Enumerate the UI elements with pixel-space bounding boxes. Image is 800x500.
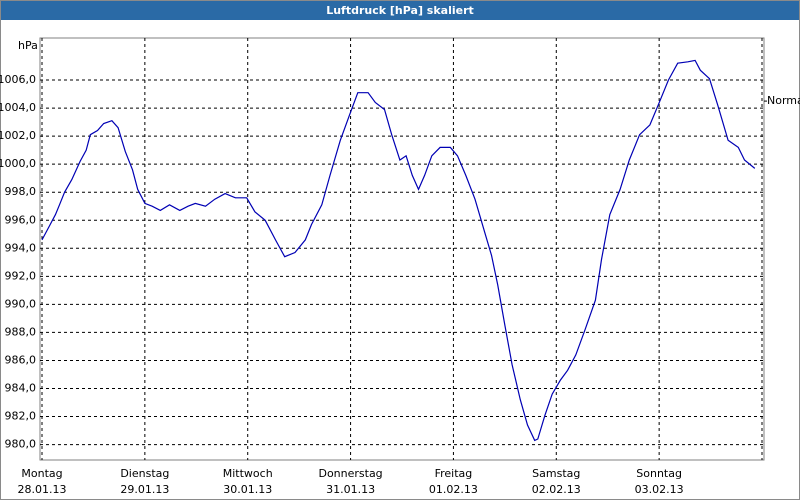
x-tick-date: 02.02.13 [532, 483, 581, 496]
x-tick-date: 31.01.13 [326, 483, 375, 496]
x-tick-date: 03.02.13 [635, 483, 684, 496]
pressure-line [41, 59, 756, 442]
y-tick-label: 1006,0 [0, 73, 36, 86]
y-tick-label: 992,0 [5, 269, 37, 282]
y-tick-label: 996,0 [5, 213, 37, 226]
y-tick-label: 998,0 [5, 185, 37, 198]
y-axis-label: hPa [18, 39, 38, 52]
x-tick-date: 30.01.13 [223, 483, 272, 496]
normal-label: Normal [767, 94, 800, 107]
x-tick-label: Donnerstag [318, 467, 382, 480]
x-tick-label: Dienstag [120, 467, 169, 480]
y-tick-label: 986,0 [5, 353, 37, 366]
x-tick-label: Freitag [435, 467, 473, 480]
y-tick-label: 988,0 [5, 325, 37, 338]
y-tick-label: 1000,0 [0, 157, 36, 170]
y-tick-label: 980,0 [5, 438, 37, 451]
x-tick-label: Sonntag [636, 467, 682, 480]
y-tick-label: 984,0 [5, 381, 37, 394]
x-tick-date: 29.01.13 [120, 483, 169, 496]
y-tick-label: 994,0 [5, 241, 37, 254]
plot-frame [39, 37, 765, 461]
y-tick-label: 982,0 [5, 410, 37, 423]
chart-title: Luftdruck [hPa] skaliert [1, 1, 799, 20]
y-tick-label: 1004,0 [0, 101, 36, 114]
x-tick-label: Montag [21, 467, 62, 480]
x-tick-label: Samstag [532, 467, 580, 480]
y-tick-label: 990,0 [5, 297, 37, 310]
x-tick-date: 01.02.13 [429, 483, 478, 496]
y-tick-label: 1002,0 [0, 129, 36, 142]
x-tick-label: Mittwoch [223, 467, 273, 480]
x-tick-date: 28.01.13 [18, 483, 67, 496]
